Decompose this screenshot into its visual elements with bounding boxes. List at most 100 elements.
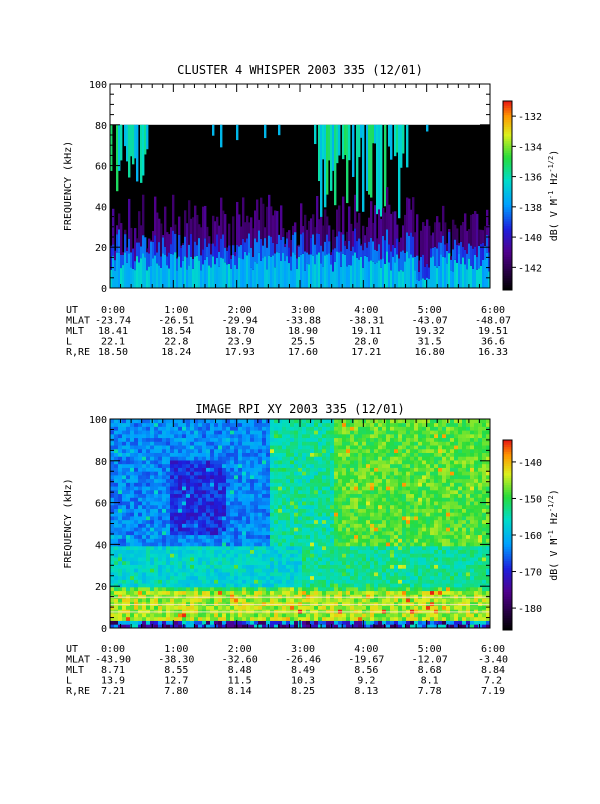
colorbar-swatch (503, 442, 512, 445)
colorbar-swatch (503, 108, 512, 111)
orbit-cell: 11.5 (228, 676, 252, 687)
colorbar-swatch (503, 184, 512, 187)
colorbar-swatch (503, 207, 512, 210)
colorbar-swatch (503, 483, 512, 486)
colorbar-swatch (503, 217, 512, 220)
orbit-cell: -48.07 (475, 316, 511, 327)
colorbar-label-part: dB( V M (549, 539, 560, 581)
rpi-title: IMAGE RPI XY 2003 335 (12/01) (195, 402, 405, 416)
colorbar-swatch (503, 205, 512, 208)
colorbar-swatch (503, 497, 512, 500)
colorbar-tick-label: -170 (518, 568, 542, 579)
colorbar-swatch (503, 221, 512, 224)
colorbar-swatch (503, 552, 512, 555)
orbit-row-label: L (66, 676, 72, 687)
colorbar-swatch (503, 618, 512, 621)
colorbar-swatch (503, 153, 512, 156)
colorbar-swatch (503, 151, 512, 154)
colorbar-swatch (503, 122, 512, 125)
x-tick-label: 1:00 (164, 305, 188, 316)
colorbar-swatch (503, 571, 512, 574)
colorbar-swatch (503, 447, 512, 450)
colorbar-swatch (503, 609, 512, 612)
colorbar-swatch (503, 480, 512, 483)
colorbar-swatch (503, 545, 512, 548)
x-tick-label: 0:00 (101, 305, 125, 316)
orbit-cell: 12.7 (164, 676, 188, 687)
orbit-cell: 18.41 (98, 326, 128, 337)
colorbar-swatch (503, 226, 512, 229)
colorbar-swatch (503, 193, 512, 196)
colorbar-swatch (503, 281, 512, 284)
colorbar-swatch (503, 469, 512, 472)
colorbar-swatch (503, 461, 512, 464)
colorbar-swatch (503, 528, 512, 531)
y-tick-label: 60 (95, 499, 107, 510)
colorbar-swatch (503, 172, 512, 175)
y-tick-label: 100 (89, 80, 107, 91)
colorbar-label-part: Hz (549, 173, 560, 191)
colorbar-swatch (503, 177, 512, 180)
orbit-cell: 8.25 (291, 686, 315, 697)
colorbar-label: dB( V M-1 Hz-1/2) (547, 489, 560, 581)
colorbar-swatch (503, 231, 512, 234)
colorbar-swatch (503, 273, 512, 276)
colorbar-swatch (503, 521, 512, 524)
colorbar-swatch (503, 224, 512, 227)
colorbar-swatch (503, 585, 512, 588)
orbit-cell: 8.55 (164, 665, 188, 676)
colorbar-swatch (503, 245, 512, 248)
orbit-cell: 8.48 (228, 665, 252, 676)
colorbar-swatch (503, 118, 512, 121)
orbit-cell: 22.8 (164, 337, 188, 348)
spectrogram-image (110, 125, 490, 288)
orbit-cell: -33.88 (285, 316, 321, 327)
colorbar-swatch (503, 212, 512, 215)
y-tick-label: 40 (95, 540, 107, 551)
colorbar-swatch (503, 533, 512, 536)
colorbar-swatch (503, 113, 512, 116)
colorbar-tick-label: -138 (518, 203, 542, 214)
y-tick-label: 0 (101, 284, 107, 295)
colorbar-swatch (503, 250, 512, 253)
colorbar-swatch (503, 566, 512, 569)
orbit-cell: 36.6 (481, 337, 505, 348)
colorbar-label-part: -1 (547, 530, 555, 538)
colorbar-swatch (503, 559, 512, 562)
colorbar-swatch (503, 271, 512, 274)
colorbar-swatch (503, 549, 512, 552)
colorbar-swatch (503, 499, 512, 502)
orbit-cell: 28.0 (354, 337, 378, 348)
orbit-cell: 22.1 (101, 337, 125, 348)
colorbar-swatch (503, 573, 512, 576)
colorbar-swatch (503, 110, 512, 113)
colorbar-swatch (503, 490, 512, 493)
orbit-cell: 7.21 (101, 686, 125, 697)
colorbar-tick-label: -132 (518, 112, 542, 123)
orbit-cell: 19.32 (415, 326, 445, 337)
colorbar-swatch (503, 158, 512, 161)
colorbar-swatch (503, 285, 512, 288)
x-tick-label: 4:00 (354, 644, 378, 655)
colorbar-swatch (503, 457, 512, 460)
orbit-cell: 8.14 (228, 686, 252, 697)
colorbar-swatch (503, 266, 512, 269)
colorbar-swatch (503, 485, 512, 488)
colorbar-swatch (503, 198, 512, 201)
orbit-cell: -26.51 (158, 316, 194, 327)
orbit-row-label: MLT (66, 326, 84, 337)
x-tick-label: 1:00 (164, 644, 188, 655)
colorbar-swatch (503, 625, 512, 628)
colorbar-swatch (503, 561, 512, 564)
orbit-cell: -38.30 (158, 655, 194, 666)
colorbar-swatch (503, 181, 512, 184)
colorbar-swatch (503, 547, 512, 550)
orbit-cell: 9.2 (357, 676, 375, 687)
colorbar-swatch (503, 141, 512, 144)
colorbar-swatch (503, 466, 512, 469)
x-tick-label: 2:00 (228, 305, 252, 316)
x-tick-label: 0:00 (101, 644, 125, 655)
colorbar-swatch (503, 602, 512, 605)
colorbar-swatch (503, 556, 512, 559)
